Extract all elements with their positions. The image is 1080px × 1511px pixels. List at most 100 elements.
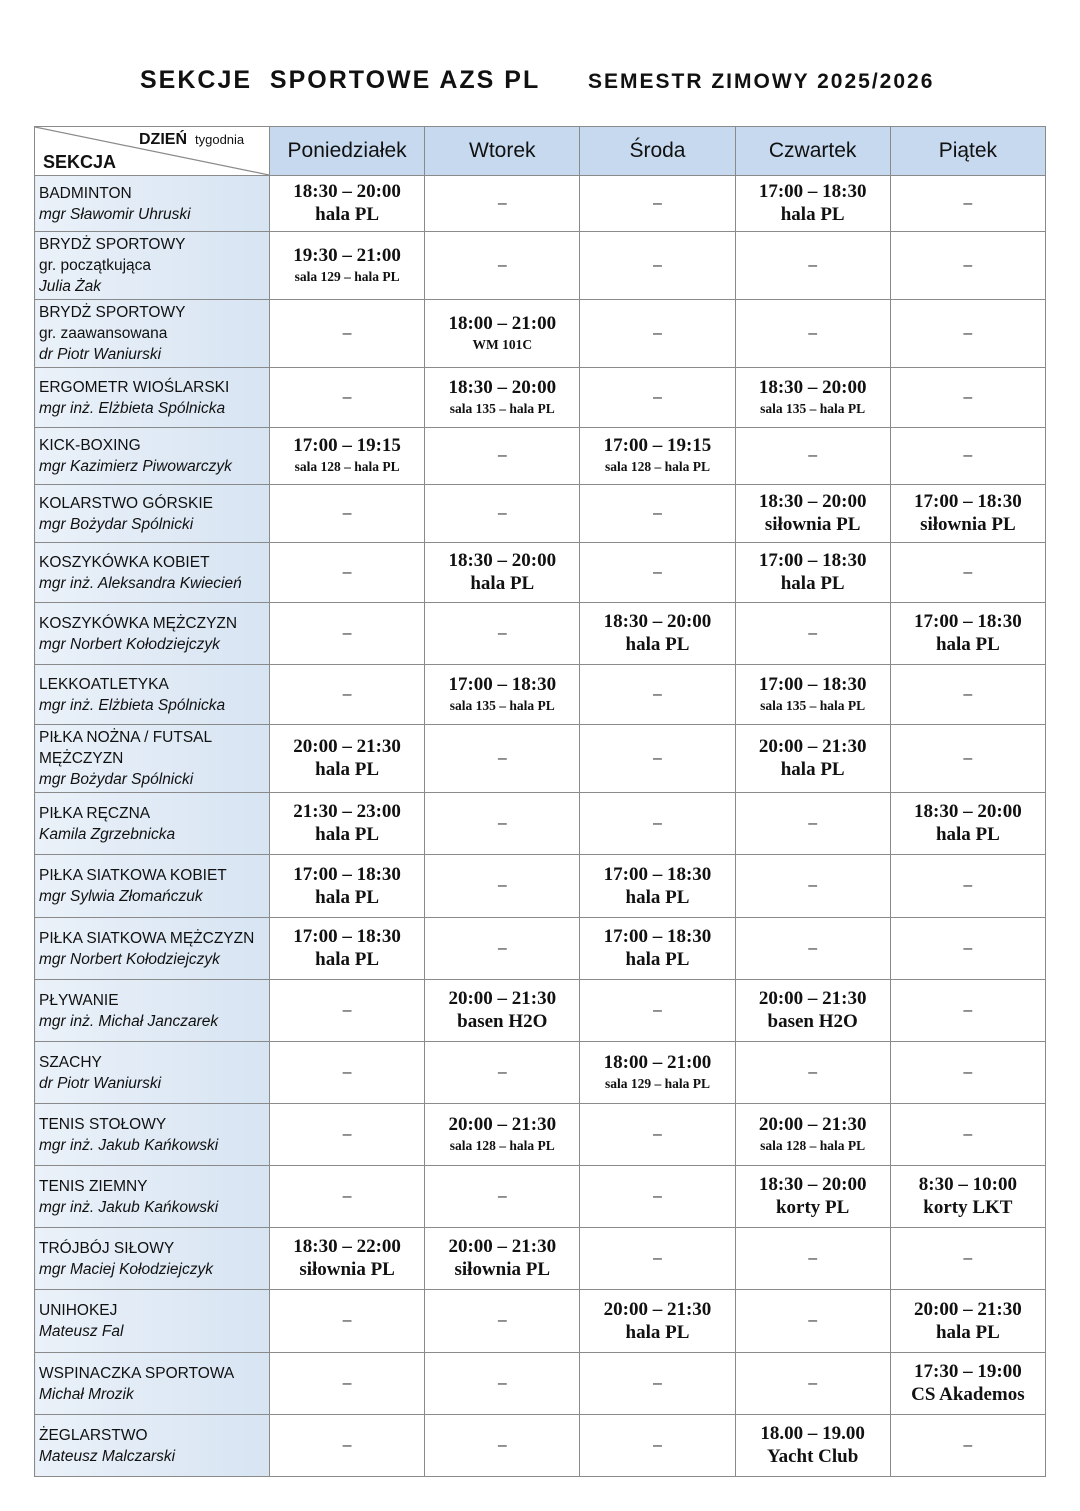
session-location: hala PL xyxy=(935,824,1000,845)
session-time: 17:30 – 19:00 xyxy=(914,1361,1022,1382)
schedule-cell: – xyxy=(889,1227,1047,1290)
session-time: 17:00 – 18:30 xyxy=(758,673,867,695)
no-session-dash: – xyxy=(963,563,973,581)
session-location: basen H2O xyxy=(457,1011,548,1032)
section-cell: BRYDŻ SPORTOWY gr. zaawansowana dr Piotr W… xyxy=(34,299,270,368)
table-row: PIŁKA SIATKOWA KOBIET mgr Sylwia Złomańcz… xyxy=(34,854,1047,918)
schedule-cell: – xyxy=(268,1165,426,1228)
schedule-cell: 20:00 – 21:30 sala 128 – hala PL xyxy=(424,1103,581,1166)
section-name: PIŁKA SIATKOWA MĘŻCZYZN xyxy=(39,929,255,947)
section-cell: KOLARSTWO GÓRSKIE mgr Bożydar Spólnicki xyxy=(34,484,270,543)
section-cell: TENIS STOŁOWY mgr inż. Jakub Kańkowski xyxy=(34,1103,270,1166)
schedule-cell: – xyxy=(268,542,426,603)
no-session-dash: – xyxy=(963,685,973,703)
schedule-cell: 17:00 – 18:30 hala PL xyxy=(579,854,736,918)
session-location: korty LKT xyxy=(923,1197,1013,1218)
no-session-dash: – xyxy=(963,388,973,406)
schedule-cell: – xyxy=(889,1103,1047,1166)
instructor-name: mgr Norbert Kołodziejczyk xyxy=(39,635,220,653)
session-location: hala PL xyxy=(315,759,380,780)
no-session-dash: – xyxy=(808,814,818,832)
section-cell: KOSZYKÓWKA KOBIET mgr inż. Aleksandra Kwi… xyxy=(34,542,270,603)
instructor-name: mgr inż. Aleksandra Kwiecień xyxy=(39,574,242,592)
day-label: DZIEŃ xyxy=(139,131,187,148)
schedule-cell: 18:00 – 21:00 sala 129 – hala PL xyxy=(579,1041,736,1104)
no-session-dash: – xyxy=(963,1125,973,1143)
schedule-cell: – xyxy=(889,1041,1047,1104)
schedule-cell: 18:30 – 20:00 sala 135 – hala PL xyxy=(734,367,891,428)
no-session-dash: – xyxy=(653,504,662,522)
schedule-cell: – xyxy=(889,724,1047,793)
schedule-cell: – xyxy=(268,1103,426,1166)
schedule-cell: – xyxy=(734,1041,891,1104)
session-time: 18:30 – 20:00 xyxy=(603,611,712,632)
session-location: hala PL xyxy=(935,1321,1000,1343)
schedule-cell: – xyxy=(579,724,736,793)
no-session-dash: – xyxy=(342,1436,352,1454)
no-session-dash: – xyxy=(808,1063,818,1081)
schedule-cell: 21:30 – 23:00 hala PL xyxy=(268,792,426,855)
session-location: sala 128 – hala PL xyxy=(294,459,400,474)
session-location: sala 128 – hala PL xyxy=(449,1137,555,1153)
schedule-cell: – xyxy=(579,367,736,428)
schedule-cell: 17:00 – 19:15 sala 128 – hala PL xyxy=(579,427,736,485)
no-session-dash: – xyxy=(342,1312,352,1329)
no-session-dash: – xyxy=(653,388,662,406)
section-cell: WSPINACZKA SPORTOWA Michał Mrozik xyxy=(34,1352,270,1415)
table-row: TENIS ZIEMNY mgr inż. Jakub Kańkowski – – – 1… xyxy=(34,1165,1047,1228)
schedule-cell: – xyxy=(268,979,426,1042)
instructor-name: Mateusz Malczarski xyxy=(39,1447,176,1465)
day-header-friday: Piątek xyxy=(889,126,1047,176)
schedule-cell: – xyxy=(889,664,1047,725)
table-row: KOSZYKÓWKA KOBIET mgr inż. Aleksandra Kwi… xyxy=(34,542,1047,603)
table-row: TRÓJBÓJ SIŁOWY mgr Maciej Kołodziejczyk 18… xyxy=(34,1227,1047,1290)
no-session-dash: – xyxy=(497,939,507,957)
schedule-cell: – xyxy=(424,231,581,300)
instructor-name: dr Piotr Waniurski xyxy=(39,1074,162,1092)
no-session-dash: – xyxy=(497,504,507,522)
day-sub-label: tygodnia xyxy=(195,132,245,147)
session-time: 17:00 – 18:30 xyxy=(914,491,1022,512)
schedule-cell: – xyxy=(424,854,581,918)
schedule-cell: 17:30 – 19:00 CS Akademos xyxy=(889,1352,1047,1415)
session-time: 20:00 – 21:30 xyxy=(448,988,557,1009)
instructor-name: mgr inż. Michał Janczarek xyxy=(39,1012,219,1030)
schedule-cell: 18:30 – 20:00 hala PL xyxy=(268,175,426,232)
no-session-dash: – xyxy=(653,1187,662,1205)
session-location: sala 128 – hala PL xyxy=(760,1137,866,1153)
semester-label: SEMESTR ZIMOWY 2025/2026 xyxy=(588,70,935,93)
day-header-thursday: Czwartek xyxy=(734,126,891,176)
schedule-cell: – xyxy=(424,602,581,665)
table-row: BRYDŻ SPORTOWY gr. początkująca Julia Żak 1… xyxy=(34,231,1047,300)
schedule-cell: – xyxy=(268,367,426,428)
schedule-cell: 17:00 – 18:30 hala PL xyxy=(734,175,891,232)
schedule-cell: – xyxy=(734,299,891,368)
session-location: siłownia PL xyxy=(764,514,861,535)
schedule-cell: – xyxy=(579,979,736,1042)
schedule-cell: 20:00 – 21:30 hala PL xyxy=(734,724,891,793)
schedule-cell: – xyxy=(424,1414,581,1477)
schedule-cell: – xyxy=(268,664,426,725)
no-session-dash: – xyxy=(497,1063,507,1081)
schedule-cell: – xyxy=(579,542,736,603)
section-cell: TRÓJBÓJ SIŁOWY mgr Maciej Kołodziejczyk xyxy=(34,1227,270,1290)
section-name: ERGOMETR WIOŚLARSKI xyxy=(39,378,230,396)
no-session-dash: – xyxy=(653,1249,662,1267)
no-session-dash: – xyxy=(342,1125,352,1143)
section-name: BADMINTON xyxy=(39,184,132,202)
schedule-cell: 20:00 – 21:30 hala PL xyxy=(889,1289,1047,1353)
no-session-dash: – xyxy=(497,877,507,894)
section-name: PŁYWANIE xyxy=(39,991,119,1009)
no-session-dash: – xyxy=(808,1249,818,1267)
instructor-name: dr Piotr Waniurski xyxy=(39,346,162,363)
instructor-name: mgr Bożydar Spólnicki xyxy=(39,771,194,788)
schedule-cell: – xyxy=(579,484,736,543)
schedule-cell: – xyxy=(424,792,581,855)
session-location: hala PL xyxy=(780,204,845,225)
section-cell: PIŁKA NOŻNA / FUTSAL MĘŻCZYZN mgr Bożydar… xyxy=(34,724,270,793)
section-name: PIŁKA RĘCZNA xyxy=(39,804,151,822)
session-location: hala PL xyxy=(780,573,845,594)
schedule-cell: 18:30 – 20:00 korty PL xyxy=(734,1165,891,1228)
no-session-dash: – xyxy=(963,447,973,464)
section-cell: ERGOMETR WIOŚLARSKI mgr inż. Elżbieta Spó… xyxy=(34,367,270,428)
